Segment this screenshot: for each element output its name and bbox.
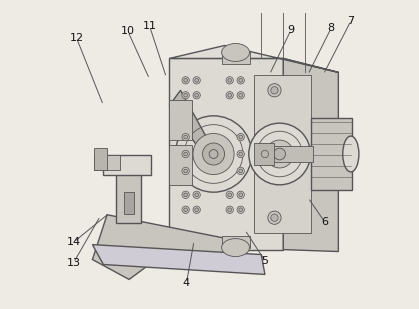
Bar [170,58,283,250]
Circle shape [239,135,243,139]
Bar [272,146,313,162]
Circle shape [193,191,200,198]
Circle shape [237,167,244,175]
Circle shape [266,140,294,168]
Bar [254,75,311,233]
Text: 7: 7 [347,16,354,26]
Circle shape [249,123,310,185]
Circle shape [193,133,234,175]
Circle shape [226,206,233,214]
Bar [124,192,134,214]
Circle shape [239,208,243,212]
Polygon shape [93,215,239,279]
Bar [94,148,107,170]
Circle shape [237,133,244,141]
Circle shape [237,77,244,84]
Circle shape [268,84,281,97]
Circle shape [193,77,200,84]
Circle shape [228,78,232,82]
Polygon shape [170,45,339,72]
Circle shape [271,214,278,221]
Circle shape [228,208,232,212]
Ellipse shape [222,239,249,256]
Text: 11: 11 [142,21,157,31]
Bar [311,118,352,190]
Circle shape [209,150,218,159]
Circle shape [271,87,278,94]
Circle shape [228,93,232,97]
Bar [254,143,274,165]
Circle shape [237,191,244,198]
Circle shape [184,169,187,173]
Bar [222,53,249,64]
Circle shape [193,206,200,214]
Polygon shape [283,58,339,252]
Circle shape [195,93,199,97]
Circle shape [239,169,243,173]
Circle shape [184,93,187,97]
Text: 8: 8 [327,23,334,33]
Circle shape [226,191,233,198]
Text: 12: 12 [70,33,84,43]
Circle shape [237,91,244,99]
Circle shape [268,211,281,224]
Circle shape [239,193,243,197]
Circle shape [239,152,243,156]
Circle shape [239,93,243,97]
Circle shape [195,78,199,82]
Circle shape [182,206,189,214]
Circle shape [259,147,272,161]
Polygon shape [103,155,151,175]
Circle shape [202,143,225,165]
Bar [222,236,249,248]
Circle shape [182,77,189,84]
Text: 5: 5 [261,256,269,266]
Circle shape [226,91,233,99]
Polygon shape [94,155,120,170]
Circle shape [184,78,187,82]
Circle shape [195,208,199,212]
Circle shape [237,206,244,214]
Circle shape [239,78,243,82]
Circle shape [195,193,199,197]
Ellipse shape [343,136,359,172]
Text: 13: 13 [67,258,80,268]
Polygon shape [93,245,265,274]
Circle shape [182,91,189,99]
Polygon shape [170,90,214,165]
Circle shape [184,208,187,212]
Circle shape [193,91,200,99]
Text: 6: 6 [321,217,328,227]
Text: 4: 4 [183,278,190,288]
Text: 14: 14 [67,237,80,247]
Bar [170,100,191,140]
Circle shape [261,150,269,158]
Circle shape [176,116,252,192]
Circle shape [182,150,189,158]
Circle shape [274,148,285,160]
Circle shape [228,193,232,197]
Circle shape [226,77,233,84]
Bar [170,145,191,185]
Circle shape [184,193,187,197]
Circle shape [182,167,189,175]
Ellipse shape [222,44,249,61]
Circle shape [184,152,187,156]
Circle shape [237,150,244,158]
Bar [116,168,141,223]
Circle shape [184,135,187,139]
Circle shape [182,133,189,141]
Text: 10: 10 [121,27,135,36]
Circle shape [182,191,189,198]
Text: 9: 9 [287,25,295,35]
